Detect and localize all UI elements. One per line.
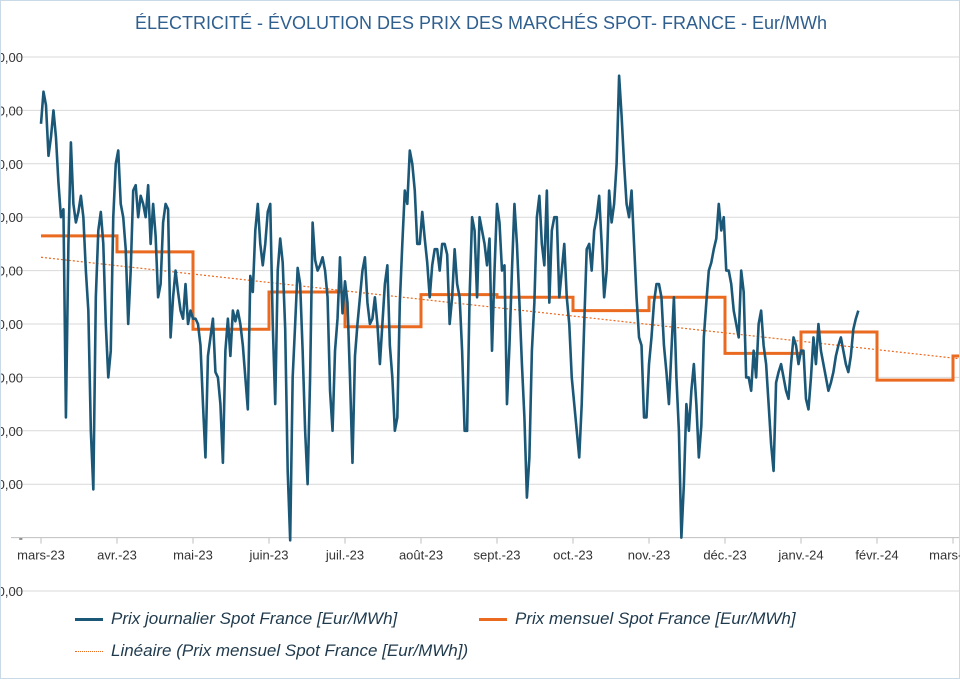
- x-tick-label: juil.-23: [325, 548, 364, 563]
- x-tick-label: nov.-23: [628, 548, 670, 563]
- x-tick-label: mai-23: [173, 548, 213, 563]
- series-daily-line: [39, 74, 860, 542]
- y-tick-label: -20,00: [1, 584, 23, 599]
- legend-daily-label: Prix journalier Spot France [Eur/MWh]: [111, 609, 398, 628]
- x-tick-label: mars-23: [17, 548, 65, 563]
- chart-title: ÉLECTRICITÉ - ÉVOLUTION DES PRIX DES MAR…: [134, 13, 828, 33]
- y-tick-label: 40,00: [1, 424, 23, 439]
- y-tick-label: 100,00: [1, 264, 23, 279]
- x-tick-label: juin-23: [248, 548, 288, 563]
- y-tick-label: 60,00: [1, 370, 23, 385]
- y-tick-label: 140,00: [1, 157, 23, 172]
- legend-daily: Prix journalier Spot France [Eur/MWh]: [75, 609, 397, 629]
- legend-trend-label: Linéaire (Prix mensuel Spot France [Eur/…: [111, 641, 469, 660]
- y-tick-label: 180,00: [1, 50, 23, 65]
- y-tick-label: 20,00: [1, 477, 23, 492]
- x-tick-label: avr.-23: [97, 548, 137, 563]
- y-tick-label: 120,00: [1, 210, 23, 225]
- x-tick-label: déc.-23: [703, 548, 746, 563]
- legend-daily-swatch: [75, 618, 103, 622]
- x-tick-label: févr.-24: [855, 548, 898, 563]
- x-tick-label: oct.-23: [553, 548, 593, 563]
- y-tick-label: 80,00: [1, 317, 23, 332]
- y-tick-label: 160,00: [1, 103, 23, 118]
- x-tick-label: janv.-24: [777, 548, 823, 563]
- legend-trend-swatch: [75, 651, 103, 653]
- y-tick-label: -: [19, 531, 23, 546]
- x-tick-label: sept.-23: [474, 548, 521, 563]
- legend-monthly-swatch: [479, 618, 507, 622]
- x-tick-label: mars-24: [929, 548, 960, 563]
- series-trend-line: [40, 256, 960, 360]
- legend-monthly: Prix mensuel Spot France [Eur/MWh]: [479, 609, 796, 629]
- x-tick-label: août-23: [399, 548, 443, 563]
- legend-monthly-label: Prix mensuel Spot France [Eur/MWh]: [515, 609, 796, 628]
- legend-trend: Linéaire (Prix mensuel Spot France [Eur/…: [75, 641, 468, 661]
